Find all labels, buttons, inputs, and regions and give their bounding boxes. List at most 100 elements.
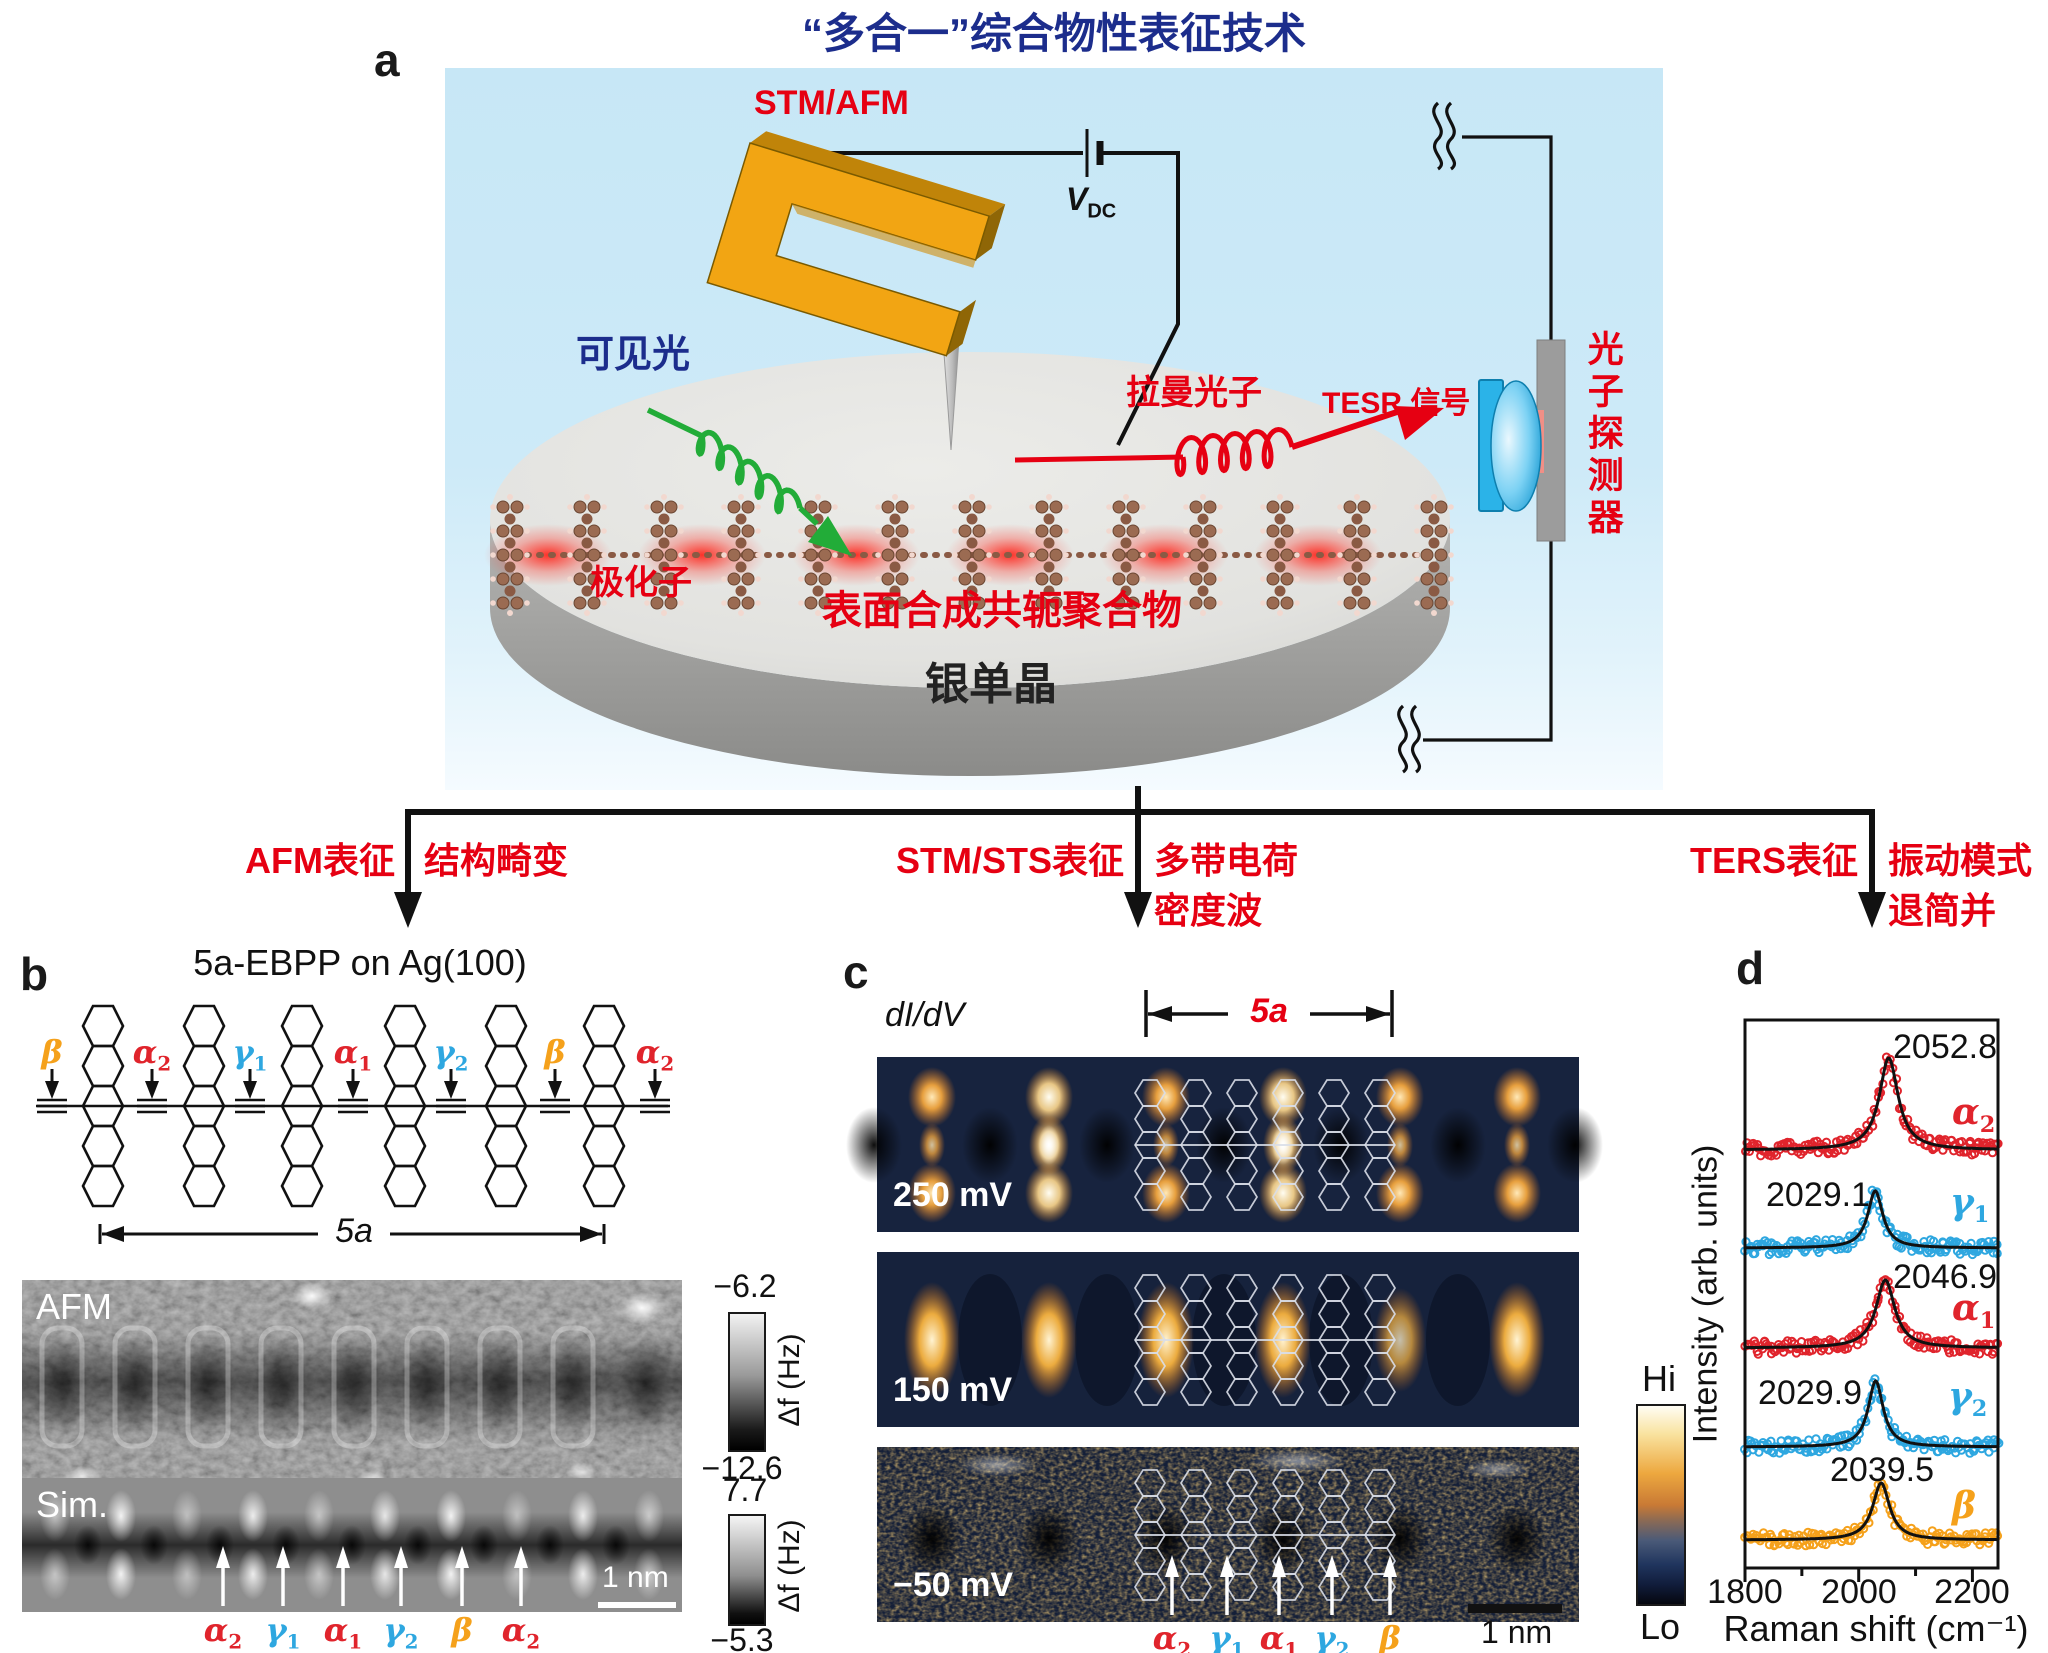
peak-value-label: 2046.9 bbox=[1893, 1258, 1997, 1296]
unit-cell-label-c: 5a bbox=[1250, 992, 1288, 1030]
bond-label: α2 bbox=[635, 1033, 675, 1076]
branch-arrows bbox=[394, 786, 1886, 928]
d-series-label: γ2 bbox=[1948, 1375, 1988, 1423]
sim-colorbar-min: −5.3 bbox=[710, 1622, 774, 1653]
scale-bar-label-b: 1 nm bbox=[602, 1561, 669, 1594]
c-bond-arrows bbox=[1170, 1573, 1392, 1615]
d-series-label: α2 bbox=[1952, 1091, 1996, 1139]
x-tick-label: 2200 bbox=[1934, 1573, 2010, 1611]
plot-frame bbox=[1743, 1018, 2000, 1570]
peak-value-label: 2039.5 bbox=[1830, 1451, 1934, 1489]
bond-label: α2 bbox=[132, 1033, 172, 1076]
lorentzian-fit-α2 bbox=[1745, 1056, 1998, 1151]
panel-b-title: 5a-EBPP on Ag(100) bbox=[193, 942, 527, 983]
branch-afm-result: 结构畸变 bbox=[424, 840, 569, 881]
panel-b-label: b bbox=[20, 948, 49, 1000]
raman-series-α2 bbox=[1741, 1052, 2003, 1161]
unit-cell-dimension-c bbox=[1144, 990, 1394, 1037]
afm-image bbox=[22, 1280, 682, 1492]
bond-label: β bbox=[41, 1033, 63, 1071]
peak-value-label: 2029.9 bbox=[1758, 1374, 1862, 1412]
sim-colorbar-unit: Δf (Hz) bbox=[773, 1519, 806, 1613]
branch-stm-result-line2: 密度波 bbox=[1154, 890, 1263, 931]
panel-c-label: c bbox=[843, 946, 869, 998]
peak-value-label: 2052.8 bbox=[1893, 1028, 1997, 1066]
bias-voltage-label: VDC bbox=[1066, 181, 1117, 223]
substrate-label: 银单晶 bbox=[925, 660, 1057, 709]
bias-label-250: 250 mV bbox=[893, 1176, 1013, 1214]
schematic-drawing bbox=[484, 101, 1566, 776]
afm-colorbar-min: −12.6 bbox=[701, 1450, 783, 1486]
c-colorbar bbox=[1636, 1404, 1686, 1606]
bias-subscript: DC bbox=[1087, 200, 1117, 223]
x-tick-label: 1800 bbox=[1707, 1573, 1783, 1611]
panel-a-label: a bbox=[374, 34, 400, 86]
tesr-signal-label: TESR 信号 bbox=[1322, 387, 1471, 420]
detector-wiring bbox=[1397, 101, 1553, 774]
afm-colorbar-max: −6.2 bbox=[713, 1268, 777, 1304]
didv-label: dI/dV bbox=[885, 996, 965, 1034]
panel-d-label: d bbox=[1736, 942, 1765, 994]
wire-break-icon bbox=[1432, 101, 1456, 171]
branch-ters-result-line2: 退简并 bbox=[1888, 890, 1997, 931]
c-arrow-label: α1 bbox=[1259, 1619, 1299, 1653]
raman-photon-arrow bbox=[1014, 406, 1444, 478]
sim-afm-image bbox=[22, 1478, 682, 1612]
polymer-chain bbox=[489, 493, 1455, 617]
bond-label: α1 bbox=[333, 1033, 373, 1076]
branch-afm-method: AFM表征 bbox=[245, 840, 395, 881]
c-colorbar-max: Hi bbox=[1642, 1358, 1676, 1399]
sim-image-label: Sim. bbox=[36, 1484, 108, 1525]
didv-map-minus50mV bbox=[877, 1447, 1579, 1622]
sim-arrow-label: α1 bbox=[323, 1611, 363, 1653]
didv-maps bbox=[846, 1057, 1603, 1622]
c-bond-arrowheads bbox=[1165, 1555, 1397, 1577]
sim-arrow-label: γ2 bbox=[383, 1611, 419, 1653]
photon-detector-assembly bbox=[1478, 339, 1566, 542]
unit-cell-dimension-arrow bbox=[98, 1224, 606, 1244]
polaron-label: 极化子 bbox=[590, 564, 692, 602]
bond-label: β bbox=[544, 1033, 566, 1071]
bias-symbol: V bbox=[1066, 181, 1088, 217]
c-colorbar-min: Lo bbox=[1640, 1606, 1681, 1647]
branch-stm-result-line1: 多带电荷 bbox=[1154, 840, 1299, 881]
raman-spectra-plot bbox=[1740, 1018, 2004, 1582]
d-series-label: β bbox=[1952, 1485, 1976, 1527]
bias-label-150: 150 mV bbox=[893, 1371, 1013, 1409]
sim-colorbar bbox=[728, 1514, 766, 1626]
afm-image-label: AFM bbox=[36, 1286, 112, 1327]
raman-series-β bbox=[1740, 1478, 2003, 1551]
bias-circuit-wire bbox=[820, 129, 1180, 446]
unit-cell-label-b: 5a bbox=[335, 1212, 373, 1250]
c-arrow-label: γ2 bbox=[1314, 1619, 1350, 1653]
lorentzian-fit-γ2 bbox=[1745, 1379, 1998, 1449]
afm-molecular-features bbox=[36, 1282, 672, 1490]
sim-arrow-label: α2 bbox=[501, 1611, 541, 1653]
stm-afm-label: STM/AFM bbox=[754, 84, 909, 122]
afm-colorbar bbox=[728, 1312, 766, 1452]
d-series-label: γ1 bbox=[1950, 1181, 1990, 1229]
raman-series bbox=[1740, 1052, 2004, 1551]
lorentzian-fit-β bbox=[1745, 1481, 1998, 1542]
visible-light-arrow bbox=[646, 407, 852, 556]
peak-value-label: 2029.1 bbox=[1766, 1176, 1870, 1214]
didv-map-250mV bbox=[846, 1057, 1603, 1232]
bias-label-minus50: −50 mV bbox=[893, 1566, 1014, 1604]
branch-ters-result-line1: 振动模式 bbox=[1888, 840, 2033, 881]
sim-colorbar-max: 7.7 bbox=[722, 1472, 768, 1508]
branch-ters-method: TERS表征 bbox=[1689, 840, 1858, 881]
lorentzian-fit-α1 bbox=[1745, 1278, 1998, 1350]
sim-arrow-label: β bbox=[451, 1611, 473, 1649]
scale-bar-c bbox=[1468, 1604, 1562, 1613]
sim-bond-arrowheads bbox=[216, 1546, 528, 1568]
x-axis-label: Raman shift (cm⁻¹) bbox=[1723, 1608, 2029, 1649]
collection-lens-icon bbox=[1490, 380, 1542, 512]
branch-stm-method: STM/STS表征 bbox=[895, 840, 1124, 881]
scale-bar-b bbox=[598, 1602, 676, 1608]
scale-bar-label-c: 1 nm bbox=[1481, 1614, 1553, 1650]
didv-map-150mV bbox=[877, 1252, 1579, 1427]
afm-colorbar-unit: Δf (Hz) bbox=[773, 1333, 806, 1427]
bond-label: γ1 bbox=[232, 1033, 268, 1076]
sim-arrow-label: γ1 bbox=[265, 1611, 301, 1653]
